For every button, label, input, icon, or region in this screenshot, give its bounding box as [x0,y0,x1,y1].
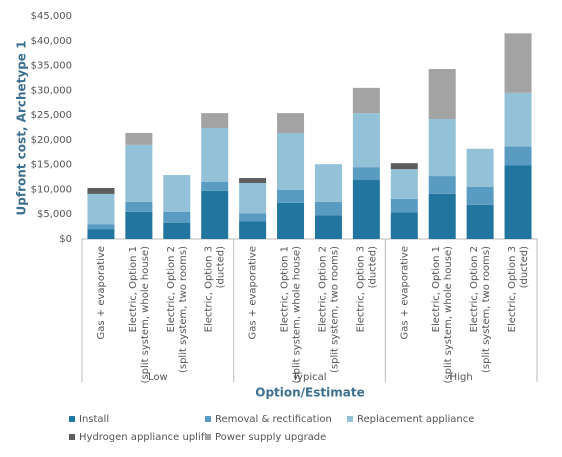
x-tick-label: (ducted) [216,246,227,289]
bar-segment [352,113,380,168]
legend-label: Replacement appliance [357,414,474,425]
bar-segment [428,69,456,120]
bar-segment [87,224,115,230]
legend-label: Hydrogen appliance uplift [79,432,208,443]
x-tick-label: Electric, Option 3 [355,246,366,332]
bar-segment [277,113,305,133]
y-tick-label: $40,000 [31,36,72,47]
legend-swatch [205,434,211,440]
legend-swatch [69,416,75,422]
group-label: Low [148,372,168,383]
x-tick-label: (ducted) [519,246,530,289]
bar-segment [504,146,532,166]
bar-segment [504,165,532,239]
bar-segment [201,127,229,183]
y-tick-label: $30,000 [31,85,72,96]
bar-segment [466,204,494,239]
x-tick-label: (split system, whole house) [292,246,303,384]
legend-swatch [347,416,353,422]
x-tick-label: Gas + evaporative [96,246,107,340]
bar-segment [163,175,191,212]
bar-segment [87,229,115,239]
legend-label: Power supply upgrade [215,432,326,443]
bar-segment [277,202,305,239]
bar-segment [239,178,267,184]
legend-label: Removal & rectification [215,414,332,425]
bar-segment [163,211,191,223]
group-label: Typical [292,372,327,383]
x-tick-label: (ducted) [367,246,378,289]
bar-segment [390,163,418,170]
bar-segment [239,221,267,239]
x-tick-label: Gas + evaporative [248,246,259,340]
x-tick-label: (split system, two rooms) [178,246,189,373]
y-tick-label: $35,000 [31,61,72,72]
y-tick-label: $45,000 [31,11,72,22]
bar-segment [239,213,267,222]
bar-segment [125,201,153,212]
x-tick-label: (split system, two rooms) [481,246,492,373]
bar-segment [87,187,115,194]
bar-segment [390,198,418,213]
x-tick-label: Electric, Option 2 [469,246,480,332]
group-label: High [450,372,473,383]
x-tick-label: Electric, Option 2 [166,246,177,332]
x-tick-label: (split system, two rooms) [329,246,340,373]
bar-segment [239,183,267,214]
bar-segment [352,87,380,114]
bar-segment [201,182,229,191]
bar-segment [352,167,380,181]
bar-segment [390,169,418,199]
bar-segment [390,212,418,239]
y-tick-label: $15,000 [31,160,72,171]
bar-segment [277,189,305,203]
bar-segment [201,190,229,239]
legend-swatch [69,434,75,440]
bar-segment [428,193,456,239]
bar-segment [466,186,494,205]
x-tick-label: Electric, Option 1 [280,246,291,332]
y-tick-label: $25,000 [31,110,72,121]
y-tick-label: $0 [59,234,72,245]
bar-segment [125,211,153,239]
bar-segment [428,176,456,194]
y-axis-title: Upfront cost, Archetype 1 [15,41,29,216]
y-tick-label: $10,000 [31,184,72,195]
bar-segment [504,33,532,93]
bar-segment [163,222,191,239]
x-tick-label: Electric, Option 3 [507,246,518,332]
bar-segment [277,132,305,190]
y-tick-label: $5,000 [37,209,72,220]
x-tick-label: Gas + evaporative [399,246,410,340]
bar-segment [352,180,380,239]
x-tick-label: (split system, whole house) [443,246,454,384]
bar-segment [125,144,153,202]
x-tick-label: Electric, Option 2 [317,246,328,332]
bar-segment [125,132,153,145]
x-tick-label: (split system, whole house) [140,246,151,384]
bar-segment [504,92,532,147]
bar-segment [428,119,456,177]
x-tick-label: Electric, Option 3 [204,246,215,332]
x-tick-label: Electric, Option 1 [128,246,139,332]
x-tick-label: Electric, Option 1 [431,246,442,332]
bar-segment [314,215,342,239]
legend-swatch [205,416,211,422]
legend-label: Install [79,414,109,425]
bar-segment [466,148,494,187]
bar-segment [314,201,342,216]
y-tick-label: $20,000 [31,135,72,146]
bar-segment [314,164,342,202]
bar-segment [201,113,229,128]
bar-segment [87,193,115,225]
x-axis-title: Option/Estimate [255,386,364,400]
